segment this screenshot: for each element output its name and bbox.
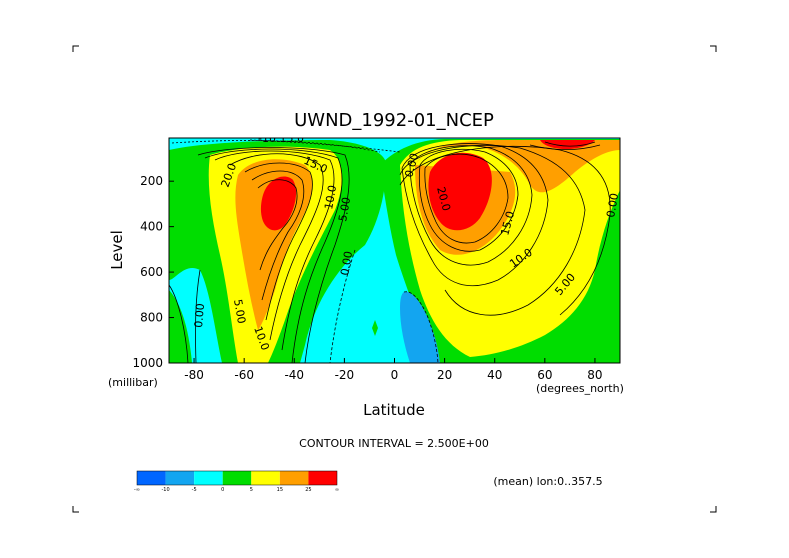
colorbar-tick-label: 15 [277, 487, 283, 493]
contour-labels: 20.0 15.0 10.0 5.00 0.00 5.00 10.0 0.00 … [192, 132, 621, 352]
x-tick-label: 0 [391, 368, 399, 382]
colorbar-tick-label: 5 [250, 487, 253, 493]
mean-annotation: (mean) lon:0..357.5 [493, 475, 602, 488]
colorbar-swatch [279, 471, 309, 485]
contour-fill-gt25-polar [540, 140, 595, 150]
contour-fill-neg5-neg10 [400, 291, 440, 363]
contour-lines [169, 139, 611, 363]
crop-marks [72, 45, 717, 513]
colorbar-swatch [222, 471, 252, 485]
colorbar-swatch [194, 471, 223, 485]
x-tick-label: 40 [487, 368, 502, 382]
y-tick-label: 800 [140, 311, 163, 325]
contour-plot-area: 20.0 15.0 10.0 5.00 0.00 5.00 10.0 0.00 … [169, 132, 621, 363]
contour-label: 5.00 [336, 196, 353, 222]
contour-label: 0.00 [604, 192, 621, 218]
colorbar-swatch [251, 471, 280, 485]
x-tick-label: -40 [284, 368, 304, 382]
contour-interval-text: CONTOUR INTERVAL = 2.500E+00 [299, 437, 489, 450]
y-tick-label: 200 [140, 174, 163, 188]
contour-label: 10.0 [322, 184, 339, 210]
colorbar-frame [136, 470, 338, 486]
x-units-label: (degrees_north) [536, 382, 624, 395]
contour-label: 0.00 [192, 303, 207, 329]
contour-label: 15.0 [498, 210, 517, 237]
y-tick-label: 600 [140, 265, 163, 279]
x-axis-label: Latitude [363, 401, 425, 419]
colorbar-tick-label: -5 [192, 487, 197, 493]
contour-label: 0.00 [338, 250, 355, 276]
colorbar-swatch [165, 471, 195, 485]
x-tick-label: -60 [234, 368, 254, 382]
contour-label: 0.00 [402, 152, 421, 179]
contour-fill-gt25-south [260, 176, 297, 231]
colorbar-swatch [308, 471, 337, 485]
colorbar-tick-label: 0 [221, 487, 224, 493]
x-tick-label: 80 [587, 368, 602, 382]
contour-label: 20.0 [434, 185, 453, 212]
y-axis-label: Level [108, 230, 126, 270]
colorbar: -∞ -10 -5 0 5 15 25 ∞ [134, 470, 339, 493]
contour-fill-gt25-north [428, 152, 492, 231]
x-tick-label: -20 [335, 368, 355, 382]
chart-title: UWND_1992-01_NCEP [294, 110, 494, 131]
x-axis: -80 -60 -40 -20 0 20 40 60 80 [184, 358, 603, 382]
y-tick-label: 1000 [132, 356, 163, 370]
contour-label: 5.00 [231, 298, 248, 324]
x-tick-label: 60 [537, 368, 552, 382]
contour-label: -10.15.0 [258, 132, 304, 145]
colorbar-tick-label: -∞ [134, 487, 140, 493]
y-units-label: (millibar) [108, 376, 158, 389]
x-tick-label: -80 [184, 368, 204, 382]
colorbar-tick-label: 25 [305, 487, 311, 493]
colorbar-tick-label: -10 [161, 487, 169, 493]
contour-fill-small-island [372, 320, 378, 336]
colorbar-swatch [137, 471, 166, 485]
y-tick-label: 400 [140, 220, 163, 234]
y-axis: 200 400 600 800 1000 [132, 174, 174, 370]
colorbar-tick-label: ∞ [335, 487, 339, 493]
x-tick-label: 20 [437, 368, 452, 382]
